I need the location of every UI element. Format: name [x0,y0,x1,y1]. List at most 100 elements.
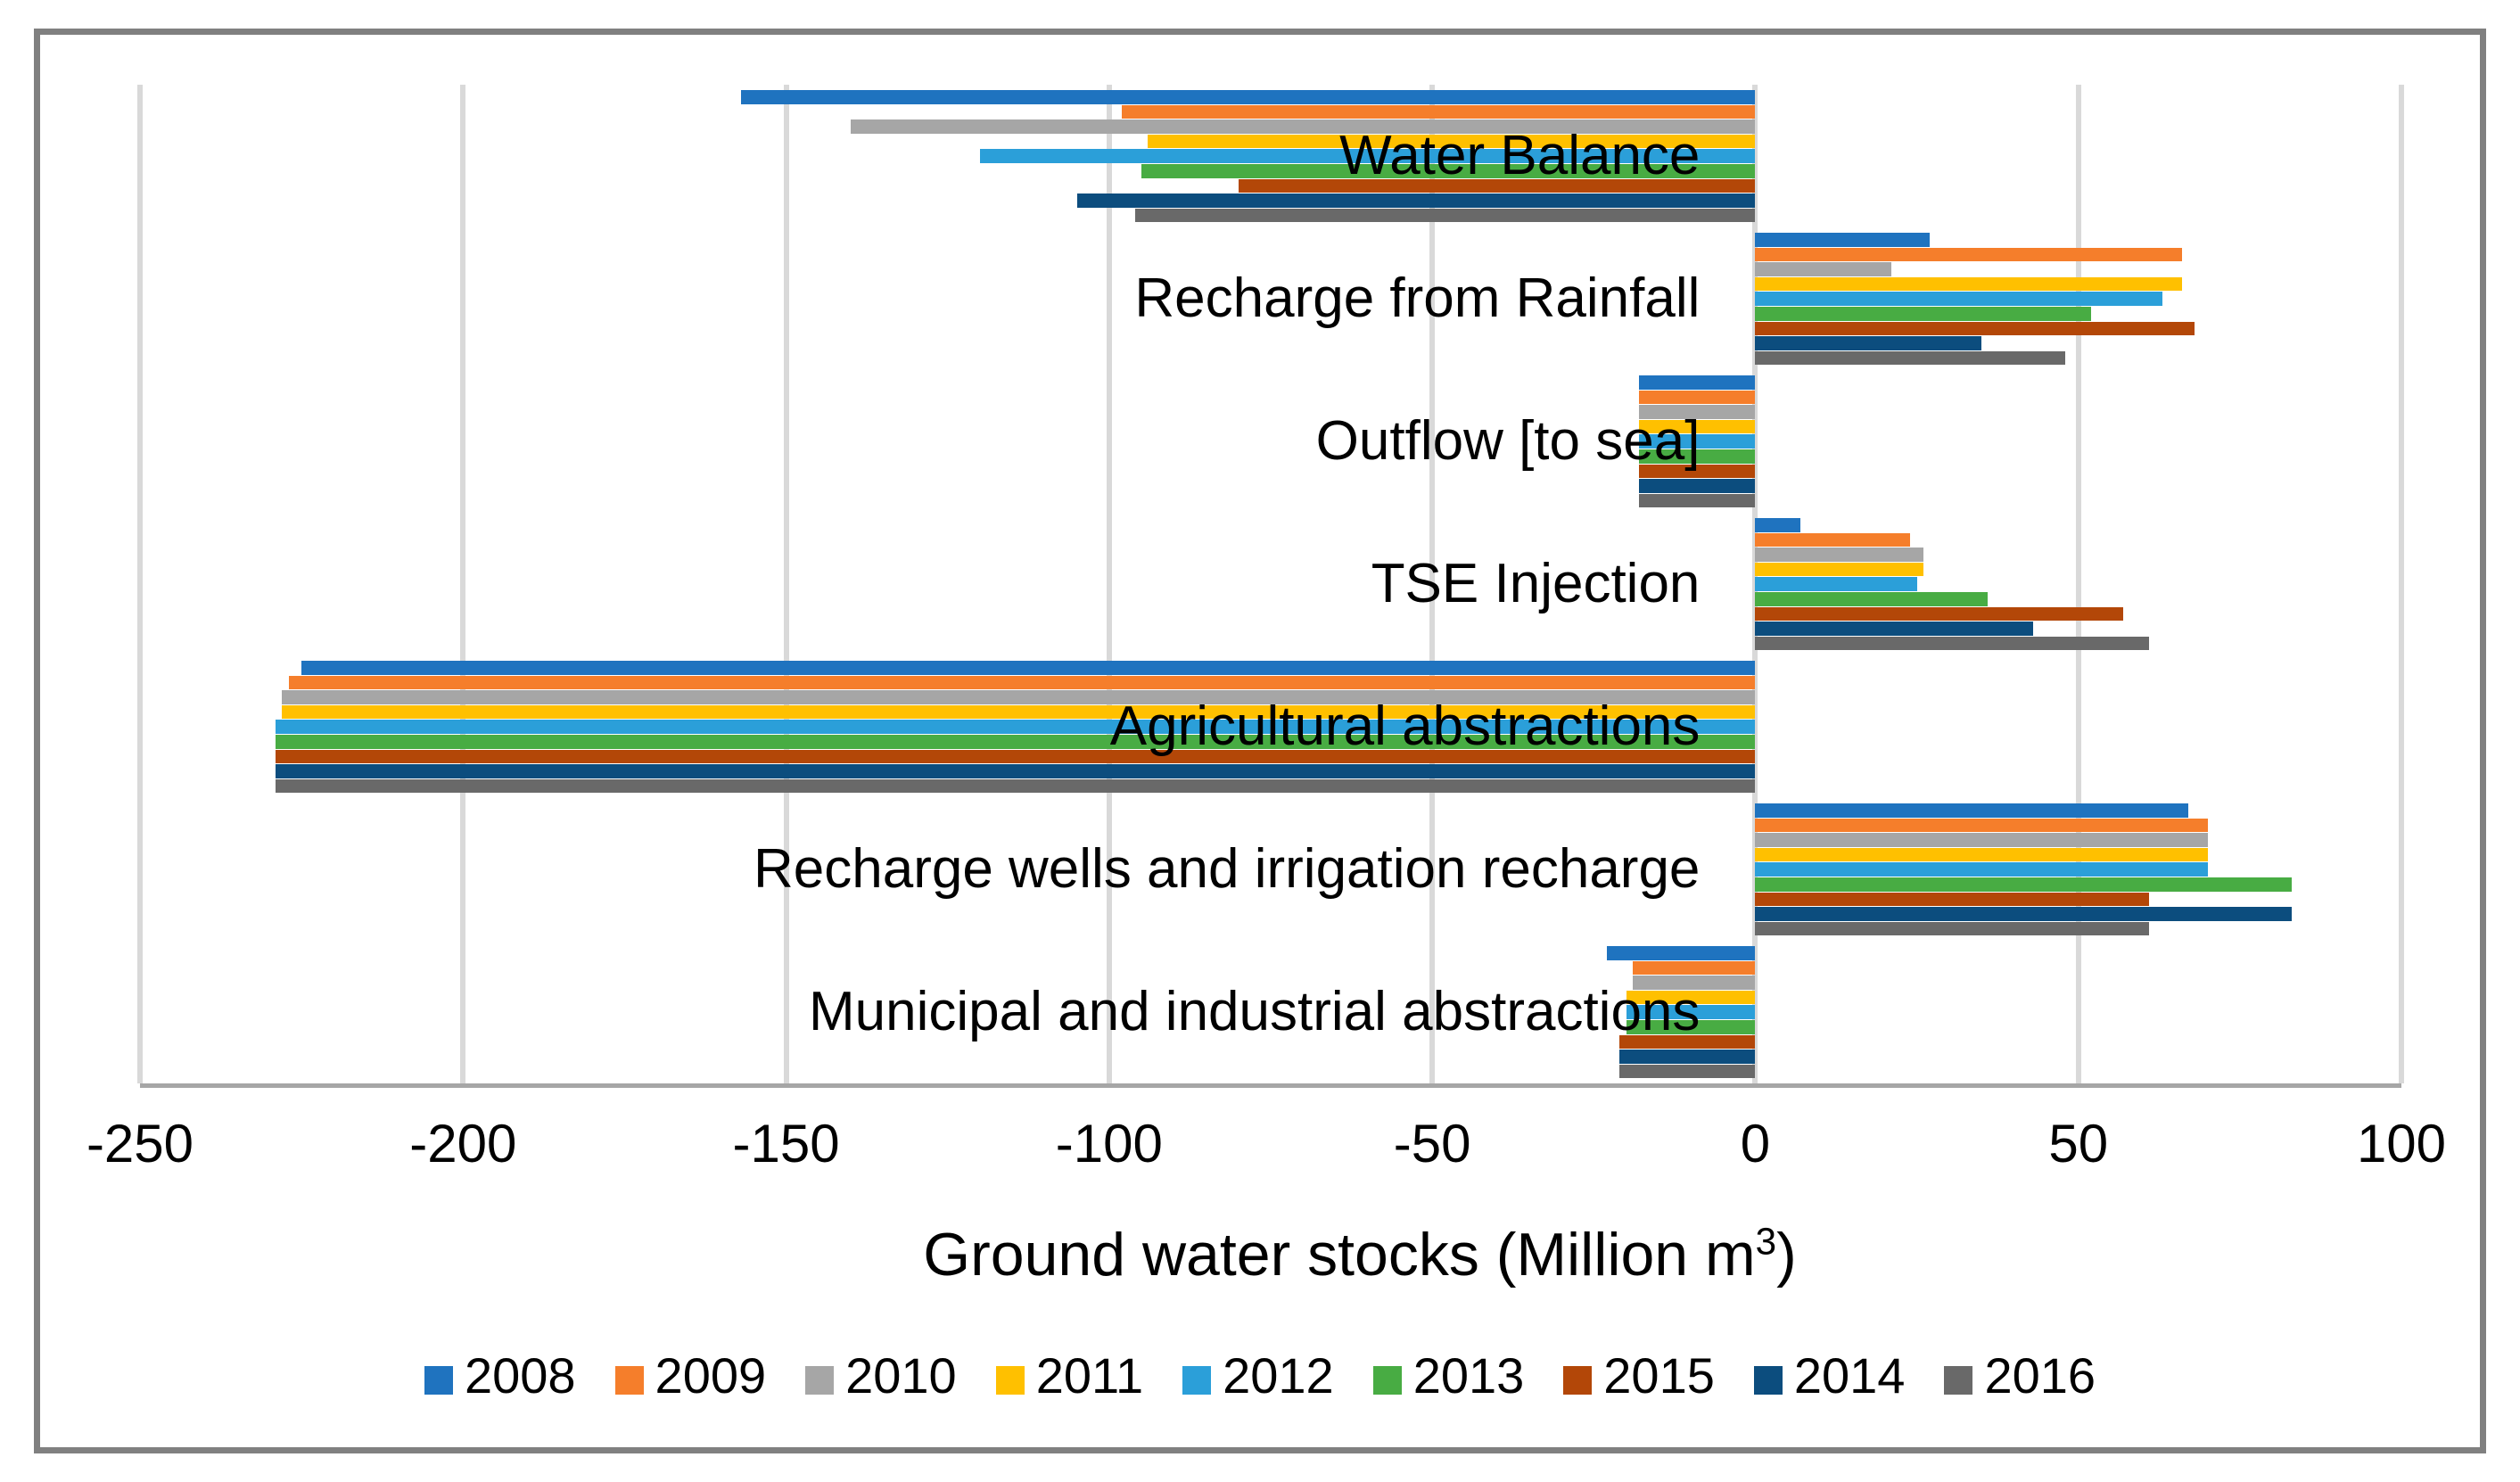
gridline-x-50 [2075,85,2081,1083]
legend-swatch-2011 [995,1366,1025,1395]
x-axis-title: Ground water stocks (Million m3) [229,1220,2491,1289]
legend-label-2012: 2012 [1223,1347,1334,1404]
bar-2013-category-4 [276,735,1756,749]
bar-2008-category-0 [740,90,1756,104]
x-tick-label--250: -250 [86,1114,194,1173]
chart-legend: 2008 2009 2010 2011 2012 2013 2015 2014 2016 [34,1346,2486,1404]
x-tick-label-0: 0 [1740,1114,1771,1173]
x-tick-label--50: -50 [1393,1114,1471,1173]
category-label: Recharge from Rainfall [1134,268,1701,329]
bar-2014-category-5 [1755,907,2292,921]
bar-2013-category-1 [1755,307,2092,321]
chart-outer-frame [34,29,2486,1453]
legend-label-2009: 2009 [655,1347,767,1404]
legend-swatch-2015 [1563,1366,1593,1395]
legend-swatch-2012 [1182,1366,1212,1395]
bar-2013-category-6 [1626,1020,1756,1034]
bar-2008-category-3 [1755,518,1801,532]
gridline-x--200 [460,85,466,1083]
bar-2014-category-6 [1619,1050,1756,1064]
bar-2009-category-3 [1755,532,1911,548]
bar-2012-category-0 [979,149,1756,163]
category-label: Agricultural abstractions [1109,696,1701,757]
bar-2009-category-5 [1755,818,2208,833]
bar-2016-category-3 [1755,636,2150,651]
bar-2015-category-5 [1755,892,2150,907]
bar-2010-category-2 [1639,405,1756,419]
bar-2013-category-5 [1755,877,2292,892]
gridline-x--150 [783,85,789,1083]
x-tick-label-50: 50 [2048,1114,2109,1173]
bar-2009-category-4 [288,675,1756,690]
bar-2010-category-1 [1755,262,1891,276]
legend-label-2011: 2011 [1035,1347,1144,1404]
bar-2008-category-4 [301,661,1756,675]
bar-2016-category-2 [1639,493,1756,508]
legend-item-2016: 2016 [1944,1346,2096,1404]
bar-2008-category-2 [1639,375,1756,390]
bar-2008-category-6 [1606,946,1756,960]
legend-swatch-2009 [614,1366,644,1395]
legend-item-2012: 2012 [1182,1346,1334,1404]
legend-swatch-2016 [1944,1366,1973,1395]
bar-2008-category-1 [1755,233,1931,247]
x-axis-title-suffix: ) [1776,1221,1797,1289]
gridline-x--50 [1429,85,1436,1083]
bar-2012-category-6 [1626,1005,1756,1019]
legend-item-2008: 2008 [424,1346,576,1404]
bar-2015-category-4 [276,749,1756,764]
bar-2013-category-2 [1639,449,1756,464]
category-label: Water Balance [1339,125,1701,186]
bar-2016-category-0 [1134,208,1756,223]
legend-label-2010: 2010 [845,1347,957,1404]
bar-2009-category-1 [1755,247,2182,262]
x-tick-label-100: 100 [2356,1114,2447,1173]
legend-swatch-2014 [1753,1366,1783,1395]
bar-2016-category-4 [276,778,1756,794]
bar-2008-category-5 [1755,803,2188,818]
category-label: Municipal and industrial abstractions [809,981,1701,1042]
bar-2009-category-6 [1632,960,1756,976]
x-tick-label--200: -200 [409,1114,517,1173]
legend-label-2013: 2013 [1412,1347,1525,1404]
plot-area: Water Balance Recharge from Rainfall Outfl… [137,85,2404,1083]
bar-2013-category-3 [1755,592,1989,606]
category-label: Outflow [to sea] [1315,410,1701,472]
bar-2009-category-0 [1122,104,1756,119]
bar-2016-category-1 [1755,350,2066,366]
bar-2015-category-6 [1619,1034,1756,1050]
bar-2014-category-3 [1755,622,2033,636]
bar-2010-category-5 [1755,833,2208,847]
bar-2014-category-2 [1639,479,1756,493]
bar-2011-category-6 [1626,990,1756,1005]
bar-2014-category-0 [1076,193,1756,208]
bar-2015-category-2 [1639,464,1756,479]
bar-2010-category-0 [851,119,1756,134]
legend-swatch-2008 [424,1366,453,1395]
gridline-x--100 [1106,85,1112,1083]
category-axis-line [140,1083,2401,1088]
bar-2012-category-5 [1755,862,2208,877]
bar-2010-category-3 [1755,548,1923,562]
bar-2014-category-4 [276,764,1756,778]
x-tick-label--100: -100 [1055,1114,1163,1173]
bar-2012-category-1 [1755,292,2162,306]
bar-2012-category-2 [1639,434,1756,449]
bar-2012-category-3 [1755,577,1917,591]
legend-item-2015: 2015 [1563,1346,1715,1404]
bar-2013-category-0 [1141,164,1756,178]
gridline-x--250 [137,85,143,1083]
x-tick-label--150: -150 [732,1114,840,1173]
legend-item-2011: 2011 [995,1346,1144,1404]
bar-2010-category-4 [282,690,1756,704]
legend-label-2014: 2014 [1793,1347,1906,1404]
bar-2011-category-0 [1148,134,1756,149]
legend-item-2013: 2013 [1372,1346,1525,1404]
legend-item-2009: 2009 [614,1346,767,1404]
x-axis-title-text: Ground water stocks (Million m [923,1221,1756,1289]
x-axis-title-superscript: 3 [1755,1220,1777,1263]
legend-item-2014: 2014 [1753,1346,1906,1404]
bar-2015-category-0 [1238,178,1756,193]
bar-2016-category-5 [1755,921,2150,936]
